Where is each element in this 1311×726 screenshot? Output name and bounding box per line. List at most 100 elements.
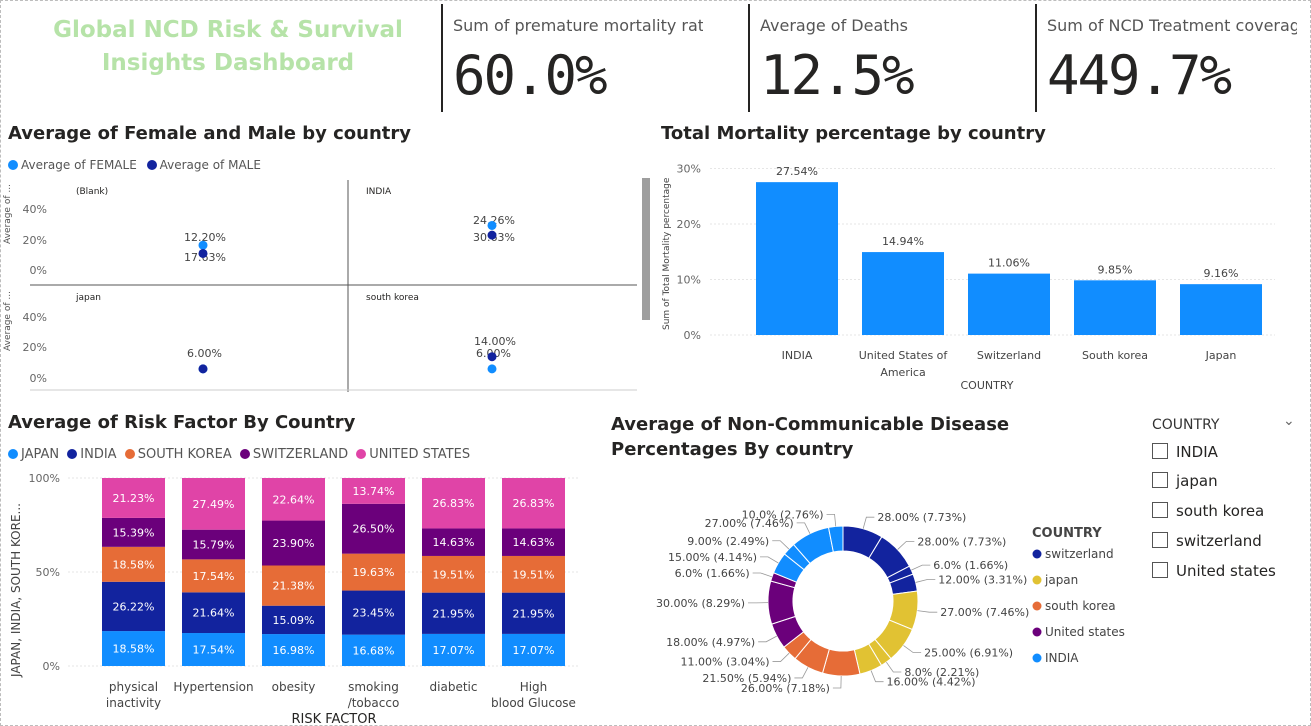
scatter-chart[interactable]: Average of ... Average of ... 40% 20% 0%… (0, 172, 655, 397)
stacked-bar-segment[interactable] (342, 503, 405, 554)
leader-line (897, 540, 915, 550)
scatter-point-male[interactable] (487, 230, 497, 240)
stacked-bar-segment[interactable] (262, 520, 325, 566)
scatter-point-female[interactable] (198, 240, 208, 250)
stacked-bar-segment[interactable] (422, 555, 485, 593)
data-label: 17.07% (513, 644, 555, 657)
y-tick: 30% (677, 163, 701, 176)
stacked-bar-segment[interactable] (342, 553, 405, 591)
card-divider (441, 4, 443, 112)
panel-title: south korea (366, 293, 419, 303)
stacked-bar-segment[interactable] (102, 631, 165, 666)
stacked-bar-segment[interactable] (102, 517, 165, 547)
scatter-point-male[interactable] (198, 248, 208, 258)
stacked-bar-segment[interactable] (342, 634, 405, 666)
checkbox[interactable] (1152, 472, 1168, 488)
scatter-point-male[interactable] (198, 364, 208, 374)
stacked-bar-segment[interactable] (422, 528, 485, 556)
stacked-bar-segment[interactable] (262, 565, 325, 606)
data-label: 21.95% (433, 607, 475, 620)
x-tick: obesity (272, 680, 316, 694)
x-axis-title: RISK FACTOR (291, 712, 376, 726)
slicer-item-south-korea[interactable]: south korea (1152, 502, 1264, 524)
donut-slice[interactable] (827, 525, 844, 553)
mortality-bar-chart[interactable]: Sum of Total Mortality percentage COUNTR… (655, 150, 1300, 395)
stacked-bar-segment[interactable] (262, 605, 325, 635)
stacked-bar-segment[interactable] (502, 478, 565, 529)
scatter-point-female[interactable] (487, 364, 497, 374)
donut-legend-label: japan (1044, 573, 1078, 587)
legend-female-label: Average of FEMALE (21, 158, 137, 172)
data-label: 16.98% (273, 644, 315, 657)
y-axis-label: Average of ... (3, 184, 13, 244)
x-tick: Switzerland (977, 349, 1041, 362)
data-label: 15.79% (193, 539, 235, 552)
x-tick: Japan (1205, 349, 1237, 362)
stacked-bar-segment[interactable] (422, 478, 485, 529)
y-tick: 100% (29, 472, 60, 485)
kpi-card-premature-mortality[interactable]: Sum of premature mortality rate... 60.0% (441, 0, 746, 112)
bar[interactable] (862, 252, 944, 335)
bar[interactable] (1074, 280, 1156, 335)
legend-dot (356, 449, 367, 459)
checkbox[interactable] (1152, 502, 1168, 518)
bar[interactable] (756, 182, 838, 335)
stacked-bar-segment[interactable] (182, 478, 245, 530)
slicer-item-japan[interactable]: japan (1152, 472, 1218, 494)
kpi-card-treatment-coverage[interactable]: Sum of NCD Treatment coverag... 449.7% (1035, 0, 1305, 112)
stacked-bar-segment[interactable] (502, 555, 565, 593)
slicer-item-india[interactable]: INDIA (1152, 443, 1218, 465)
stacked-bar-segment[interactable] (102, 546, 165, 582)
legend-label: UNITED STATES (369, 447, 471, 462)
scatter-point-female[interactable] (487, 220, 497, 230)
stacked-bar-segment[interactable] (182, 592, 245, 634)
stacked-bar-segment[interactable] (262, 478, 325, 521)
kpi-value: 60.0% (453, 44, 608, 107)
ncd-donut-chart[interactable]: 28.00% (7.73%) 28.00% (7.73%) 6.0% (1.66%)… (600, 470, 1145, 726)
legend-dot (67, 449, 78, 459)
stacked-bar-segment[interactable] (262, 634, 325, 666)
bar[interactable] (1180, 284, 1262, 335)
y-tick: 40% (23, 311, 47, 324)
chevron-down-icon[interactable]: ⌄ (1283, 413, 1295, 429)
risk-stacked-chart[interactable]: JAPAN, INDIA, SOUTH KORE... RISK FACTOR … (0, 465, 600, 726)
stacked-bar-segment[interactable] (102, 581, 165, 632)
stacked-bar-segment[interactable] (422, 592, 485, 634)
kpi-card-deaths[interactable]: Average of Deaths 12.5% (748, 0, 1033, 112)
stacked-bar-segment[interactable] (502, 528, 565, 556)
donut-data-label: 28.00% (7.73%) (877, 511, 966, 524)
stacked-bar-segment[interactable] (342, 478, 405, 504)
stacked-bar-segment[interactable] (342, 590, 405, 635)
scatter-point-male[interactable] (487, 352, 497, 362)
donut-data-label: 9.00% (2.49%) (687, 535, 769, 548)
checkbox[interactable] (1152, 562, 1168, 578)
checkbox[interactable] (1152, 532, 1168, 548)
legend-dot (1032, 575, 1042, 585)
leader-line (772, 652, 790, 662)
donut-data-label: 16.00% (4.42%) (887, 676, 976, 689)
stacked-bar-segment[interactable] (102, 478, 165, 518)
leader-line (870, 670, 884, 683)
x-tick: High (520, 680, 548, 694)
stacked-bar-segment[interactable] (182, 633, 245, 666)
bar[interactable] (968, 273, 1050, 335)
legend-dot (1032, 601, 1042, 611)
x-axis-title: COUNTRY (961, 379, 1014, 392)
checkbox[interactable] (1152, 443, 1168, 459)
data-label: 9.85% (1098, 263, 1133, 276)
stacked-bar-segment[interactable] (182, 559, 245, 593)
stacked-bar-segment[interactable] (422, 633, 485, 666)
legend-dot (1032, 653, 1042, 663)
data-label: 19.63% (353, 566, 395, 579)
scrollbar[interactable] (642, 178, 650, 320)
donut-slice[interactable] (767, 580, 797, 625)
data-label: 23.90% (273, 537, 315, 550)
stacked-bar-segment[interactable] (502, 633, 565, 666)
slicer-item-switzerland[interactable]: switzerland (1152, 532, 1262, 554)
leader-line (917, 610, 938, 613)
donut-data-label: 21.50% (5.94%) (702, 672, 791, 685)
stacked-bar-segment[interactable] (502, 592, 565, 634)
slicer-item-united-states[interactable]: United states (1152, 562, 1276, 584)
x-tick: physical (109, 680, 158, 694)
stacked-bar-segment[interactable] (182, 529, 245, 560)
